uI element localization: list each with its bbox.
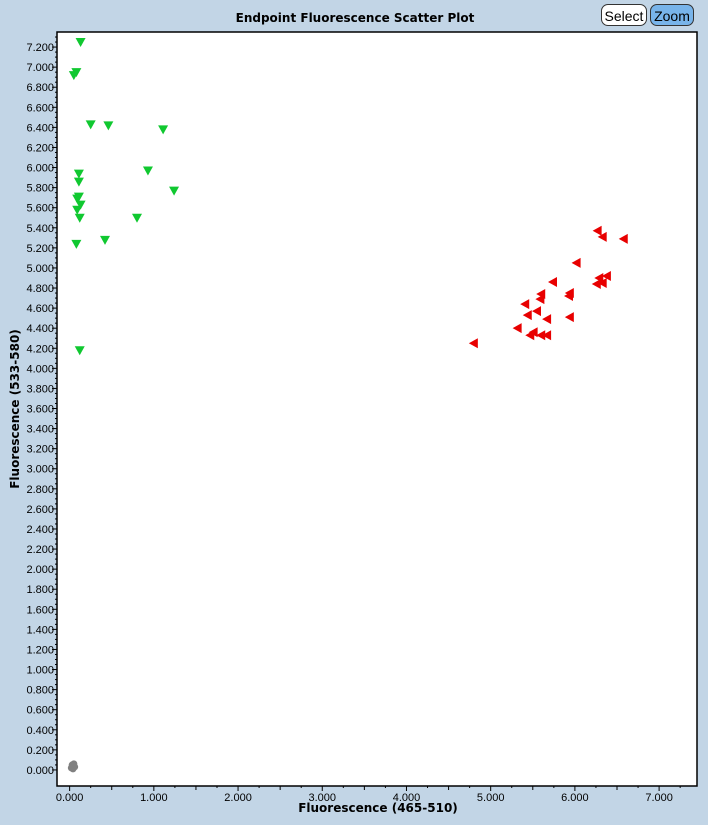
y-tick-label: 1.200 <box>26 644 54 656</box>
data-point[interactable] <box>535 294 545 305</box>
y-tick-label: 1.400 <box>26 624 54 636</box>
y-tick-label: 3.600 <box>26 403 54 415</box>
y-tick-label: 3.000 <box>26 464 54 476</box>
data-point[interactable] <box>68 761 76 769</box>
data-point[interactable] <box>468 338 478 349</box>
data-point[interactable] <box>571 257 581 268</box>
data-point[interactable] <box>564 312 574 323</box>
data-point[interactable] <box>74 346 85 356</box>
data-point[interactable] <box>132 213 142 223</box>
y-tick-label: 6.600 <box>26 102 54 114</box>
y-tick-label: 4.000 <box>26 363 54 375</box>
x-tick-label: 3.000 <box>308 792 336 804</box>
y-tick-label: 6.400 <box>26 122 54 134</box>
y-tick-label: 2.400 <box>26 524 54 536</box>
y-tick-label: 0.400 <box>26 725 54 737</box>
data-point[interactable] <box>597 277 607 288</box>
y-tick-label: 6.200 <box>26 142 54 154</box>
y-tick-label: 1.000 <box>26 665 54 677</box>
y-tick-label: 4.600 <box>26 303 54 315</box>
data-point[interactable] <box>536 330 546 341</box>
select-button[interactable]: Select <box>601 4 647 26</box>
y-tick-label: 4.800 <box>26 283 54 295</box>
y-tick-label: 0.800 <box>26 685 54 697</box>
x-axis-label: Fluorescence (465-510) <box>298 801 458 815</box>
data-point[interactable] <box>542 314 552 325</box>
data-point[interactable] <box>73 177 84 187</box>
data-point[interactable] <box>100 235 110 245</box>
y-tick-label: 6.800 <box>26 82 54 94</box>
data-point[interactable] <box>601 270 611 281</box>
y-tick-label: 7.000 <box>26 62 54 74</box>
y-tick-label: 7.200 <box>26 42 54 54</box>
y-tick-label: 1.600 <box>26 604 54 616</box>
data-point[interactable] <box>74 213 85 223</box>
data-point[interactable] <box>618 233 628 244</box>
data-point[interactable] <box>512 323 522 334</box>
y-tick-label: 2.200 <box>26 544 54 556</box>
data-point[interactable] <box>169 186 180 196</box>
data-point[interactable] <box>592 225 602 236</box>
y-tick-label: 0.000 <box>26 765 54 777</box>
x-tick-label: 4.000 <box>393 792 421 804</box>
x-tick-label: 5.000 <box>477 792 505 804</box>
x-tick-label: 0.000 <box>56 792 84 804</box>
zoom-button[interactable]: Zoom <box>650 4 694 26</box>
data-point[interactable] <box>103 121 114 131</box>
data-point[interactable] <box>548 276 557 287</box>
data-point[interactable] <box>597 231 607 242</box>
y-tick-label: 5.200 <box>26 243 54 255</box>
data-point[interactable] <box>564 291 573 302</box>
y-tick-label: 1.800 <box>26 584 54 596</box>
y-tick-label: 4.200 <box>26 343 54 355</box>
plot-area[interactable] <box>56 31 698 787</box>
y-tick-label: 5.400 <box>26 223 54 235</box>
data-point[interactable] <box>525 330 535 341</box>
data-point[interactable] <box>594 272 604 283</box>
y-tick-label: 5.000 <box>26 263 54 275</box>
data-point[interactable] <box>75 200 86 210</box>
y-tick-label: 0.200 <box>26 745 54 757</box>
y-tick-label: 3.800 <box>26 383 54 395</box>
x-tick-label: 1.000 <box>140 792 168 804</box>
y-axis-label: Fluorescence (533-580) <box>8 329 22 489</box>
y-tick-label: 3.400 <box>26 424 54 436</box>
y-tick-label: 2.000 <box>26 564 54 576</box>
data-point[interactable] <box>520 299 530 310</box>
data-point[interactable] <box>68 71 79 81</box>
y-tick-label: 0.600 <box>26 705 54 717</box>
data-point[interactable] <box>75 38 86 48</box>
data-point[interactable] <box>71 239 82 249</box>
data-point[interactable] <box>522 310 532 321</box>
data-point[interactable] <box>72 194 83 204</box>
y-tick-label: 4.400 <box>26 323 54 335</box>
chart-title: Endpoint Fluorescence Scatter Plot <box>235 11 475 25</box>
y-tick-label: 6.000 <box>26 163 54 175</box>
data-point[interactable] <box>73 169 84 179</box>
y-tick-label: 2.600 <box>26 504 54 516</box>
data-point[interactable] <box>142 166 153 176</box>
data-point[interactable] <box>532 306 541 317</box>
data-point[interactable] <box>591 279 601 290</box>
x-tick-label: 6.000 <box>561 792 589 804</box>
data-point[interactable] <box>72 205 83 215</box>
data-point[interactable] <box>542 330 552 341</box>
y-tick-label: 5.600 <box>26 203 54 215</box>
y-tick-label: 2.800 <box>26 484 54 496</box>
y-tick-label: 5.800 <box>26 183 54 195</box>
x-tick-label: 2.000 <box>224 792 252 804</box>
data-point[interactable] <box>158 125 169 135</box>
y-tick-label: 3.200 <box>26 444 54 456</box>
data-point[interactable] <box>85 120 96 130</box>
x-tick-label: 7.000 <box>645 792 673 804</box>
